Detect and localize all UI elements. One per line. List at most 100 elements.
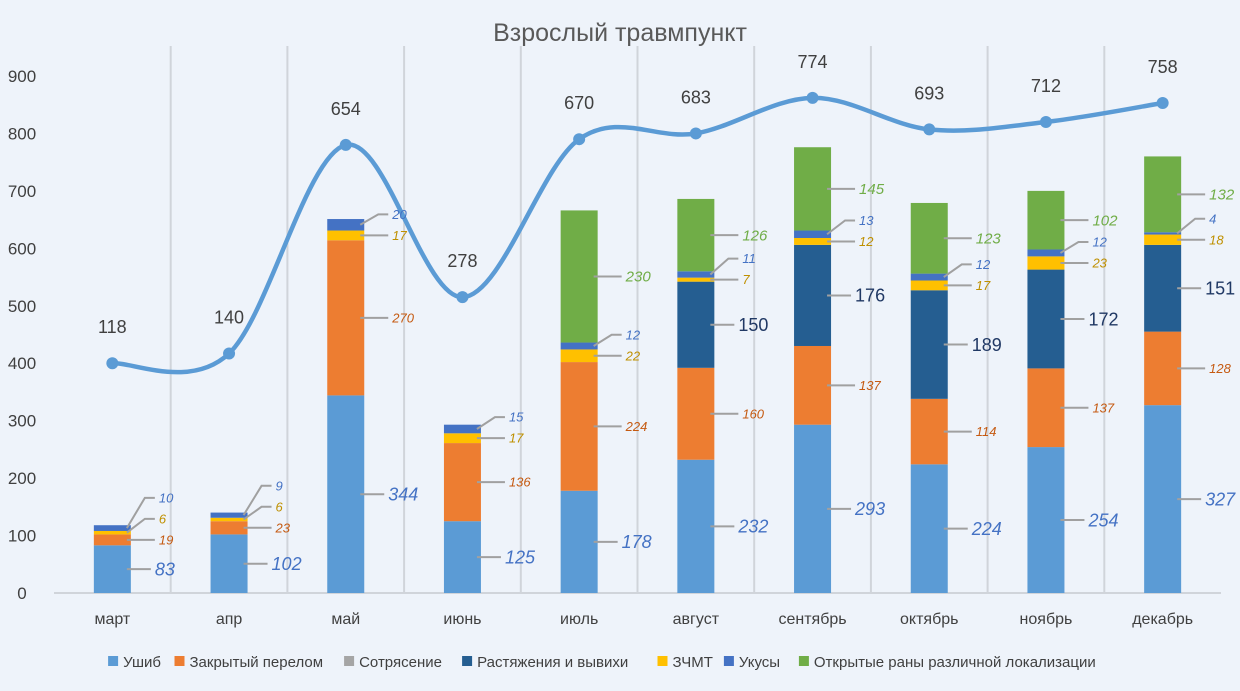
data-label: 132: [1209, 187, 1235, 204]
data-label: 151: [1205, 279, 1235, 299]
data-label: 224: [971, 519, 1002, 539]
data-label: 145: [859, 181, 885, 198]
data-label: 23: [1091, 256, 1107, 271]
bar-segment: [93, 534, 131, 546]
data-label: 7: [742, 272, 750, 287]
data-label: 12: [626, 327, 641, 342]
bar-segment: [794, 424, 832, 593]
leader-line: [1059, 240, 1089, 254]
bar-segment: [910, 398, 948, 465]
bar-segment: [443, 433, 481, 444]
legend-swatch: [657, 656, 668, 666]
bar-segment: [93, 530, 131, 535]
data-label: 12: [1092, 235, 1107, 250]
data-label: 160: [742, 406, 764, 421]
data-label: 172: [1088, 309, 1118, 329]
bar-segment: [1144, 232, 1182, 235]
bar-segment: [1144, 405, 1182, 593]
x-tick-label: март: [94, 611, 130, 628]
data-label: 12: [859, 234, 874, 249]
bar-segment: [327, 240, 365, 396]
y-tick-label: 700: [8, 182, 36, 201]
x-tick-label: сентябрь: [778, 611, 846, 628]
legend-swatch: [723, 656, 734, 666]
data-label: 344: [388, 484, 418, 504]
data-label: 114: [976, 424, 997, 439]
leader-line: [126, 517, 155, 534]
data-label: 137: [1092, 400, 1114, 415]
legend-item[interactable]: Растяжения и вывихи: [462, 654, 628, 671]
bar-segment: [93, 525, 131, 531]
bar-segment: [677, 459, 715, 593]
legend-label: Растяжения и вывихи: [477, 654, 628, 671]
data-label: 136: [509, 475, 531, 490]
x-tick-label: ноябрь: [1020, 611, 1073, 628]
bar-segment: [677, 281, 715, 368]
y-tick-label: 200: [8, 469, 36, 488]
data-label: 20: [391, 207, 407, 222]
y-tick-label: 900: [8, 67, 36, 86]
bar-segment: [910, 202, 948, 274]
total-label: 140: [214, 307, 244, 327]
leader-line: [359, 213, 389, 226]
x-tick-label: декабрь: [1132, 611, 1193, 628]
bar-segment: [1027, 249, 1065, 257]
x-axis: март апр май июнь июль август сентябрь октябрь н…: [94, 611, 1193, 628]
bar-segment: [1144, 156, 1182, 233]
bar-segment: [210, 512, 248, 518]
bar-segment: [443, 424, 481, 434]
data-label: 137: [859, 378, 881, 393]
bar-segment: [560, 342, 598, 350]
data-label: 102: [1092, 212, 1118, 229]
y-axis: 0 100 200 300 400 500 600 700 800 900: [8, 67, 36, 603]
data-label: 126: [742, 227, 768, 244]
legend-item[interactable]: Закрытый перелом: [174, 654, 324, 671]
data-label: 327: [1205, 489, 1236, 509]
total-line-point: [573, 133, 586, 146]
y-tick-label: 300: [8, 412, 36, 431]
data-label: 254: [1087, 510, 1118, 530]
data-label: 293: [854, 499, 885, 519]
leader-line: [593, 333, 622, 347]
total-label: 670: [564, 93, 594, 113]
bar-segment: [560, 349, 598, 363]
total-label: 693: [914, 83, 944, 103]
data-label: 270: [391, 310, 414, 325]
bar-segment: [210, 534, 248, 593]
data-label: 6: [276, 499, 284, 514]
data-label: 123: [976, 231, 1002, 248]
total-label: 278: [447, 251, 477, 271]
bar-segment: [794, 237, 832, 245]
x-tick-label: апр: [216, 611, 243, 628]
legend[interactable]: Ушиб Закрытый перелом Сотрясение Растяжения…: [108, 654, 1096, 671]
data-label: 10: [159, 490, 174, 505]
data-label: 102: [272, 554, 302, 574]
data-label: 230: [625, 269, 652, 286]
legend-label: Ушиб: [123, 654, 161, 671]
legend-item[interactable]: Укусы: [723, 654, 780, 671]
legend-item[interactable]: ЗЧМТ: [657, 654, 713, 671]
legend-swatch: [344, 656, 355, 666]
data-label: 22: [625, 348, 641, 363]
leader-line: [943, 263, 972, 278]
data-label: 125: [505, 547, 536, 567]
legend-item[interactable]: Ушиб: [108, 654, 161, 671]
bar-segment: [443, 521, 481, 593]
bar-segment: [794, 230, 832, 238]
data-label: 11: [742, 251, 756, 266]
legend-item[interactable]: Сотрясение: [344, 654, 442, 671]
bar-segment: [794, 244, 832, 346]
bar-segment: [327, 395, 365, 593]
legend-swatch: [462, 656, 473, 666]
gridlines: [54, 46, 1221, 594]
legend-item[interactable]: Открытые раны различной локализации: [798, 654, 1096, 671]
total-line-point: [1039, 115, 1052, 128]
total-label: 118: [98, 317, 127, 337]
chart-title: Взрослый травмпункт: [493, 19, 747, 47]
data-label: 176: [855, 286, 885, 306]
legend-swatch: [174, 656, 185, 666]
leader-line: [1176, 217, 1206, 235]
y-tick-label: 500: [8, 297, 36, 316]
